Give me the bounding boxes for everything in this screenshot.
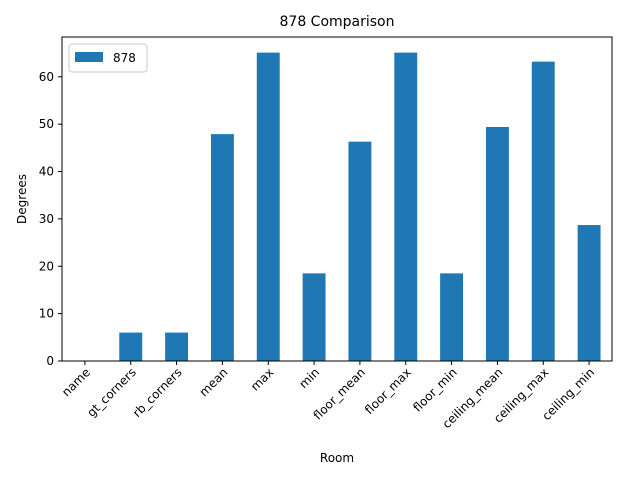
bar-gt-corners	[119, 332, 143, 361]
y-tick-label: 30	[39, 212, 54, 226]
bar-max	[256, 52, 280, 361]
bar-ceiling-mean	[485, 127, 509, 361]
bar-min	[302, 273, 326, 361]
y-axis: 0 10 20 30 40 50 60	[39, 70, 62, 368]
bar-floor-max	[394, 52, 418, 361]
y-tick-label: 20	[39, 259, 54, 273]
x-tick-label: rb_corners	[130, 365, 185, 420]
y-tick-label: 50	[39, 117, 54, 131]
legend: 878	[68, 43, 148, 73]
legend-label: 878	[113, 51, 136, 65]
bar-floor-min	[440, 273, 464, 361]
y-tick-label: 0	[46, 354, 54, 368]
legend-swatch	[75, 52, 103, 62]
y-tick-label: 10	[39, 307, 54, 321]
legend-frame	[68, 43, 148, 73]
bar-mean	[210, 134, 234, 361]
bar-ceiling-max	[531, 61, 555, 361]
bars-group	[119, 52, 601, 361]
bar-ceiling-min	[577, 225, 601, 361]
y-tick-label: 40	[39, 165, 54, 179]
bar-rb-corners	[165, 332, 189, 361]
y-tick-label: 60	[39, 70, 54, 84]
x-tick-label: mean	[197, 365, 231, 399]
x-tick-label: max	[248, 365, 276, 393]
x-tick-label: min	[296, 365, 322, 391]
x-tick-label: floor_max	[362, 365, 414, 417]
x-axis-label: Room	[320, 451, 354, 465]
plot-frame	[61, 36, 613, 362]
x-tick-label: name	[59, 365, 93, 399]
y-axis-label: Degrees	[15, 174, 29, 224]
chart-title: 878 Comparison	[280, 14, 395, 30]
bar-floor-mean	[348, 141, 372, 361]
